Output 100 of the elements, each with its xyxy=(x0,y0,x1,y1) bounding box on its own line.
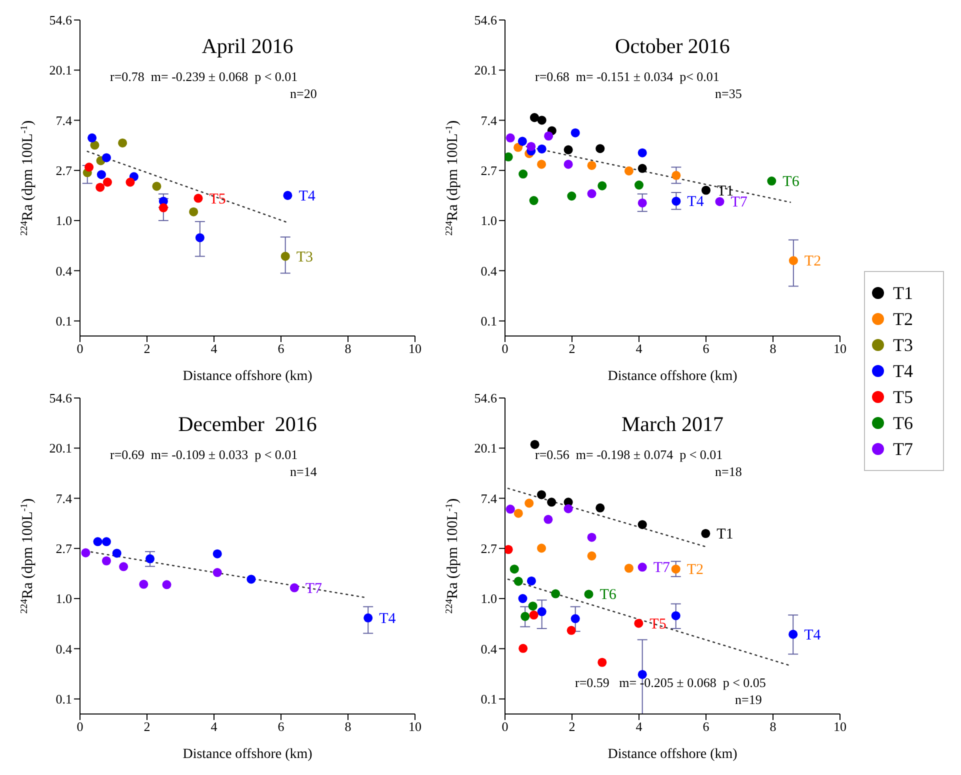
point xyxy=(701,528,710,538)
y-tick-label: 1.0 xyxy=(480,591,497,606)
point xyxy=(528,602,538,611)
x-tick-label: 6 xyxy=(278,719,285,734)
point xyxy=(212,549,222,558)
y-tick-label: 1.0 xyxy=(56,213,72,228)
series-label: T3 xyxy=(296,249,314,266)
point xyxy=(102,556,111,566)
x-tick-label: 10 xyxy=(834,719,846,734)
y-tick-label: 7.4 xyxy=(56,112,72,128)
annotation: n=35 xyxy=(714,85,742,102)
y-tick-label: 20.1 xyxy=(49,440,72,456)
annotation: r=0.69 m= -0.109 ± 0.033 p < 0.01 xyxy=(110,446,299,463)
point xyxy=(212,568,222,578)
point xyxy=(514,508,523,518)
point xyxy=(162,580,172,590)
point xyxy=(529,196,538,206)
x-tick-label: 2 xyxy=(568,719,576,734)
point xyxy=(102,537,111,546)
y-tick-label: 20.1 xyxy=(474,440,497,456)
y-tick-label: 0.1 xyxy=(56,692,72,707)
point xyxy=(514,142,523,152)
point xyxy=(283,190,292,200)
point xyxy=(518,644,528,653)
point xyxy=(544,131,554,141)
text: T5 xyxy=(650,616,666,632)
point xyxy=(587,189,596,198)
point xyxy=(537,160,546,169)
series-label: T4 xyxy=(379,610,396,627)
point xyxy=(280,252,290,261)
text: T7 xyxy=(653,560,670,576)
series-label: T7 xyxy=(730,194,748,211)
text: October 2016 xyxy=(614,34,731,59)
point xyxy=(505,152,513,162)
annotation: r=0.56 m= -0.198 ± 0.074 p < 0.01 xyxy=(535,446,724,463)
point xyxy=(624,166,634,176)
point xyxy=(671,564,680,574)
point xyxy=(587,160,596,170)
x-axis-title: Distance offshore (km) xyxy=(608,747,738,762)
x-tick-label: 8 xyxy=(770,719,776,734)
point xyxy=(671,611,680,620)
y-tick-label: 0.4 xyxy=(56,263,72,278)
series-label: T5 xyxy=(209,191,226,208)
x-tick-label: 8 xyxy=(344,719,352,734)
annotation: n=20 xyxy=(289,85,317,102)
y-tick-label: 54.6 xyxy=(49,390,72,406)
point xyxy=(701,186,711,195)
x-tick-label: 6 xyxy=(702,341,710,356)
point xyxy=(537,490,546,500)
point xyxy=(505,544,513,554)
point xyxy=(564,160,573,169)
point xyxy=(564,145,573,154)
annotation: n=18 xyxy=(714,463,742,480)
point xyxy=(524,498,534,508)
point xyxy=(119,562,128,572)
y-tick-label: 0.1 xyxy=(480,692,497,707)
point xyxy=(246,574,256,584)
point xyxy=(126,178,135,187)
point xyxy=(189,207,198,216)
point xyxy=(788,256,798,266)
y-tick-label: 1.0 xyxy=(480,213,497,228)
point xyxy=(638,520,647,530)
point xyxy=(529,610,538,620)
legend-label: T4 xyxy=(893,360,913,383)
point xyxy=(90,140,100,150)
x-tick-label: 2 xyxy=(144,341,150,356)
point xyxy=(537,544,546,553)
y-tick-label: 54.6 xyxy=(474,390,498,406)
legend-label: T5 xyxy=(893,386,913,409)
point xyxy=(530,113,539,122)
series-label: T4 xyxy=(298,188,316,204)
x-tick-label: 6 xyxy=(702,719,710,734)
x-tick-label: 4 xyxy=(210,719,218,734)
y-tick-label: 0.4 xyxy=(480,641,498,656)
x-tick-label: 8 xyxy=(770,341,776,356)
y-tick-label: 7.4 xyxy=(56,490,72,506)
point xyxy=(567,192,576,201)
y-tick-label: 0.4 xyxy=(56,641,72,656)
point xyxy=(638,148,647,158)
legend-label: T6 xyxy=(893,412,913,435)
series-label: T4 xyxy=(687,194,704,210)
point xyxy=(93,537,102,546)
point xyxy=(564,504,573,514)
point xyxy=(514,576,523,586)
point xyxy=(537,607,546,616)
text: T4 xyxy=(804,627,821,644)
point xyxy=(547,498,556,507)
y-tick-label: 0.4 xyxy=(480,263,498,278)
point xyxy=(290,583,299,592)
point xyxy=(570,128,580,138)
point xyxy=(638,164,647,173)
x-tick-label: 0 xyxy=(502,341,508,356)
point xyxy=(587,532,596,542)
text: December 2016 xyxy=(177,412,318,437)
y-tick-label: 7.4 xyxy=(480,112,498,128)
point xyxy=(767,176,776,186)
annotation: r=0.78 m= -0.239 ± 0.068 p < 0.01 xyxy=(110,68,299,85)
point xyxy=(518,170,528,179)
y-tick-label: 54.6 xyxy=(474,12,498,28)
point xyxy=(598,181,607,190)
